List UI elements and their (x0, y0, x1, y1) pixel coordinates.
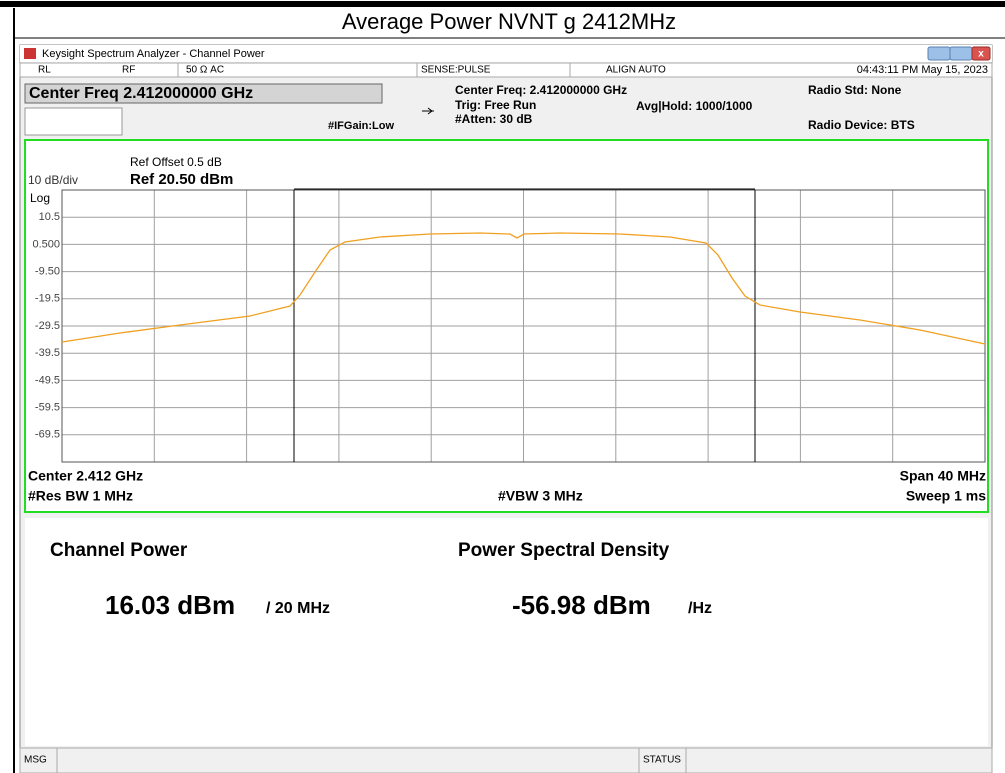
title-bar (20, 45, 992, 62)
trig: Trig: Free Run (455, 98, 536, 112)
results-panel (25, 518, 988, 746)
ref-offset: Ref Offset 0.5 dB (130, 155, 222, 169)
log: Log (30, 191, 50, 205)
close-button[interactable] (971, 46, 991, 61)
y-label: -49.5 (35, 374, 60, 386)
psd-unit: /Hz (688, 600, 712, 617)
ifgain: #IFGain:Low (328, 120, 394, 132)
atten: #Atten: 30 dB (455, 112, 533, 126)
doc-title: Average Power NVNT g 2412MHz (342, 9, 676, 34)
minimize-button[interactable] (927, 46, 951, 61)
graticule-border (61, 189, 986, 463)
trace (61, 232, 986, 345)
window-title: Keysight Spectrum Analyzer - Channel Pow… (42, 48, 265, 60)
y-label: -59.5 (35, 402, 60, 414)
center-freq-box-text: Center Freq 2.412000000 GHz (29, 85, 253, 102)
maximize-button[interactable] (949, 46, 973, 61)
center: Center 2.412 GHz (28, 468, 143, 484)
res-bw: #Res BW 1 MHz (28, 488, 133, 504)
channel-power-unit: / 20 MHz (266, 600, 330, 617)
rf: RF (122, 65, 135, 76)
align: ALIGN AUTO (606, 65, 666, 76)
y-label: -39.5 (35, 347, 60, 359)
radio-std: Radio Std: None (808, 83, 902, 97)
vbw: #VBW 3 MHz (498, 488, 583, 504)
y-label: -69.5 (35, 429, 60, 441)
radio-device: Radio Device: BTS (808, 118, 915, 132)
y-label: 10.5 (39, 211, 60, 223)
center-freq: Center Freq: 2.412000000 GHz (455, 83, 627, 97)
footer-bar (19, 747, 993, 773)
psd-label: Power Spectral Density (458, 540, 670, 561)
msg: MSG (24, 755, 47, 766)
y-label: -29.5 (35, 320, 60, 332)
input-box[interactable] (24, 107, 123, 136)
span: Span 40 MHz (900, 468, 986, 484)
rl: RL (38, 65, 51, 76)
impedance: 50 Ω AC (186, 65, 224, 76)
psd: -56.98 dBm (512, 590, 651, 620)
ref-level: Ref 20.50 dBm (130, 171, 233, 188)
graticule (62, 190, 985, 462)
scale: 10 dB/div (28, 173, 78, 187)
datetime: 04:43:11 PM May 15, 2023 (857, 64, 988, 76)
trig-icon (422, 107, 434, 115)
status-row (19, 62, 993, 78)
channel-power-label: Channel Power (50, 540, 188, 561)
y-label: 0.500 (32, 238, 60, 250)
y-label: -9.50 (35, 266, 60, 278)
channel-power: 16.03 dBm (105, 590, 235, 620)
sense: SENSE:PULSE (421, 65, 491, 76)
close-glyph: x (978, 49, 984, 60)
avg-hold: Avg|Hold: 1000/1000 (636, 99, 753, 113)
status: STATUS (643, 755, 681, 766)
sweep: Sweep 1 ms (906, 488, 986, 504)
app-icon (24, 48, 36, 59)
y-label: -19.5 (35, 293, 60, 305)
center-freq-box[interactable] (24, 83, 383, 104)
